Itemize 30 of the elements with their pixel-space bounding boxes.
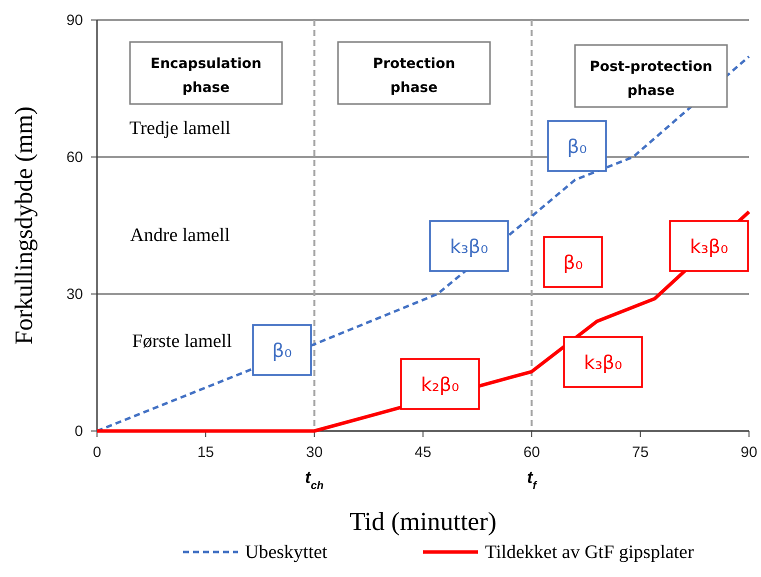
x-axis-title: Tid (minutter) — [349, 507, 497, 536]
annotation: Encapsulation phase — [150, 56, 262, 96]
ref-line-label: t$_{f}$ — [526, 468, 538, 492]
annotation: Andre lamell — [130, 225, 230, 246]
annotation: k₂β₀ — [420, 374, 460, 396]
annotation: Første lamell — [132, 331, 232, 352]
legend-label: Ubeskyttet — [245, 542, 328, 563]
y-axis-title: Forkullingsdybde (mm) — [11, 106, 38, 345]
y-tick-label: 60 — [66, 149, 83, 166]
annotation: Protection phase — [372, 56, 456, 96]
annotation: Tredje lamell — [129, 118, 231, 139]
legend-label: Tildekket av GtF gipsplater — [485, 542, 694, 563]
annotation: β₀ — [567, 136, 587, 158]
ref-line-label: t$_{ch}$ — [305, 468, 324, 492]
x-tick-label: 45 — [414, 444, 432, 461]
annotation: k₃β₀ — [450, 236, 488, 258]
x-tick-label: 60 — [523, 444, 540, 461]
x-tick-label: 90 — [740, 444, 758, 461]
annotation: β₀ — [563, 252, 583, 274]
y-tick-label: 90 — [66, 12, 83, 29]
y-tick-label: 30 — [66, 286, 83, 303]
x-tick-label: 0 — [92, 444, 102, 461]
x-tick-label: 30 — [306, 444, 323, 461]
x-tick-label: 15 — [197, 444, 214, 461]
annotation: Post-protection phase — [590, 59, 712, 99]
y-tick-label: 0 — [74, 423, 83, 440]
annotation: k₃β₀ — [690, 236, 728, 258]
x-tick-label: 75 — [632, 444, 649, 461]
annotation: β₀ — [272, 340, 292, 362]
annotation: k₃β₀ — [584, 352, 622, 374]
